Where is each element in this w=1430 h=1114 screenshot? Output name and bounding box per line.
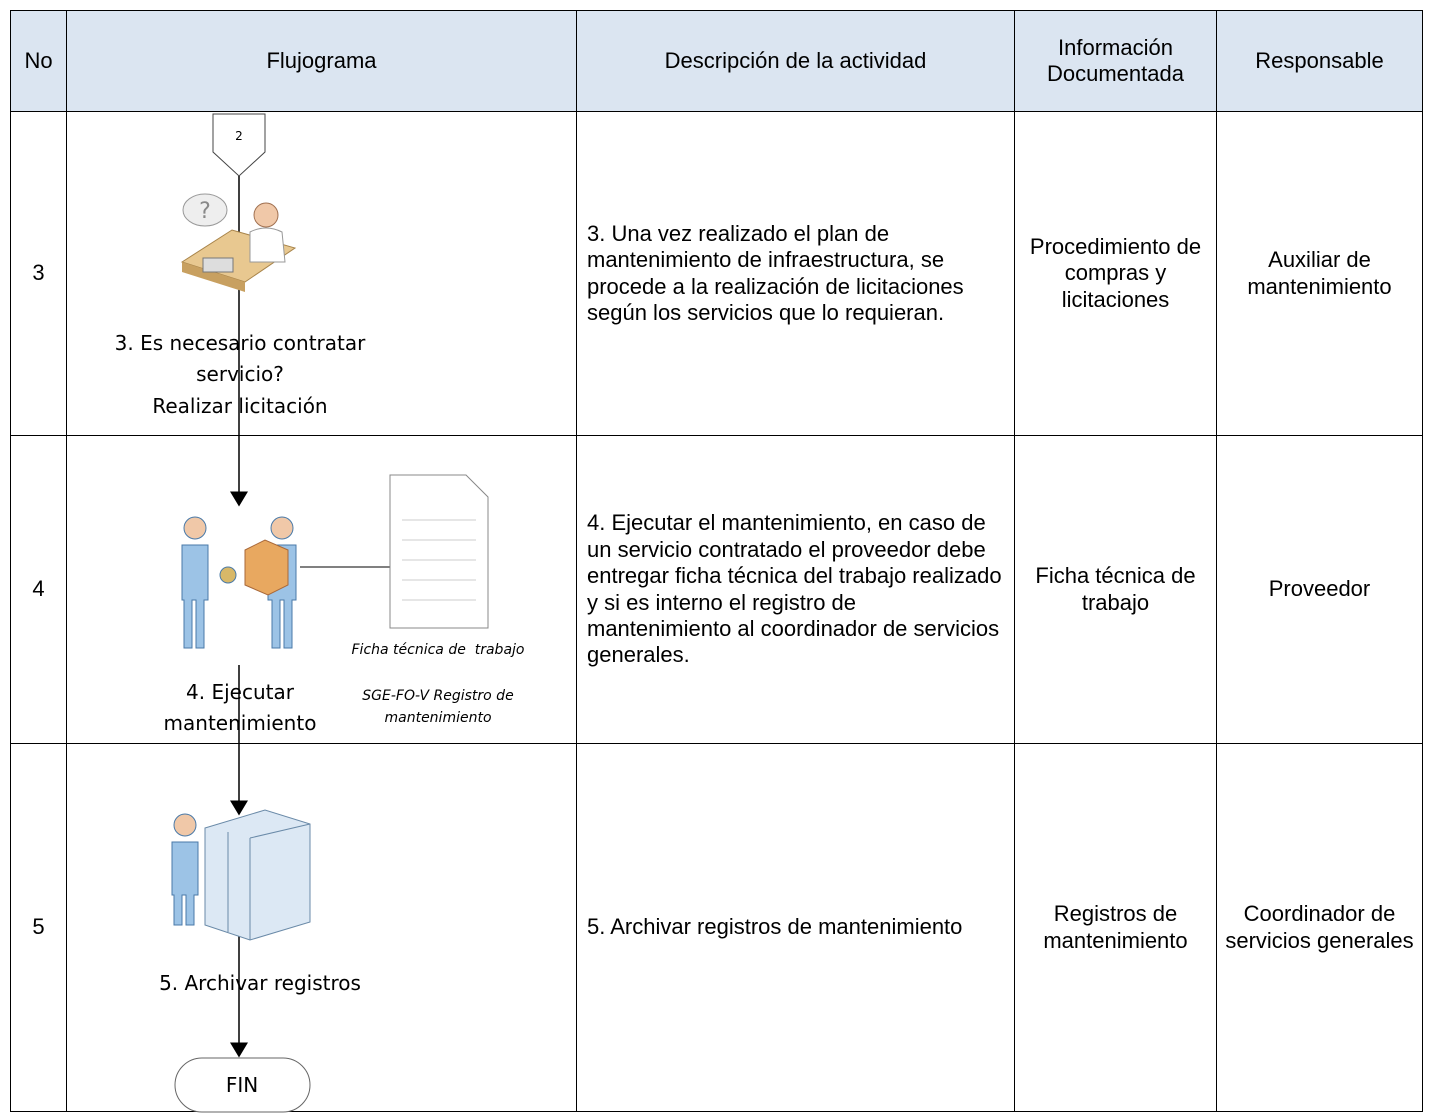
desk-icon: ? bbox=[180, 193, 297, 292]
flow-text: FIN bbox=[226, 1073, 258, 1097]
no-cell: 3 bbox=[10, 111, 67, 436]
responsible: Coordinador de servicios generales bbox=[1216, 743, 1423, 1112]
responsible: Proveedor bbox=[1216, 435, 1423, 744]
flow-text: mantenimiento bbox=[384, 710, 491, 726]
flow-text: 3. Es necesario contratar bbox=[115, 331, 367, 355]
flow-text: 5. Archivar registros bbox=[159, 971, 361, 995]
row: 5 5. Archivar registros de mantenimiento… bbox=[10, 743, 1423, 1112]
process-table: No Flujograma Descripción de la activida… bbox=[10, 10, 1423, 1112]
row: 3 3. Una vez realizado el plan de manten… bbox=[10, 111, 1423, 436]
flow-text: mantenimiento bbox=[164, 711, 317, 735]
flow-text: SGE-FO-V Registro de bbox=[362, 688, 513, 704]
description: 3. Una vez realizado el plan de mantenim… bbox=[576, 111, 1015, 436]
row: 4 4. Ejecutar el mantenimiento, en caso … bbox=[10, 435, 1423, 744]
document-lines bbox=[402, 519, 476, 601]
description: 4. Ejecutar el mantenimiento, en caso de… bbox=[576, 435, 1015, 744]
description: 5. Archivar registros de mantenimiento bbox=[576, 743, 1015, 1112]
header-cell: Información Documentada bbox=[1014, 10, 1217, 112]
header-row: No Flujograma Descripción de la activida… bbox=[10, 10, 1423, 112]
flow-text: servicio? bbox=[196, 362, 284, 386]
info: Registros de mantenimiento bbox=[1014, 743, 1217, 1112]
connector bbox=[212, 113, 266, 177]
header-cell: No bbox=[10, 10, 67, 112]
document-icon bbox=[389, 474, 489, 629]
flow-text: Realizar licitación bbox=[152, 394, 327, 418]
svg-text:?: ? bbox=[199, 199, 211, 224]
header-cell: Responsable bbox=[1216, 10, 1423, 112]
flow-text: 4. Ejecutar bbox=[186, 680, 295, 704]
flow-text: Ficha técnica de trabajo bbox=[352, 642, 525, 658]
responsible: Auxiliar de mantenimiento bbox=[1216, 111, 1423, 436]
flow-cell bbox=[66, 435, 577, 744]
info: Procedimiento de compras y licitaciones bbox=[1014, 111, 1217, 436]
flow-cell bbox=[66, 111, 577, 436]
handover-icon bbox=[181, 516, 297, 649]
no-cell: 5 bbox=[10, 743, 67, 1112]
no-cell: 4 bbox=[10, 435, 67, 744]
header-cell: Flujograma bbox=[66, 10, 577, 112]
end-terminal bbox=[174, 1057, 311, 1113]
info: Ficha técnica de trabajo bbox=[1014, 435, 1217, 744]
flow-cell bbox=[66, 743, 577, 1112]
archive-icon bbox=[171, 809, 311, 941]
connector-label: 2 bbox=[235, 129, 243, 143]
